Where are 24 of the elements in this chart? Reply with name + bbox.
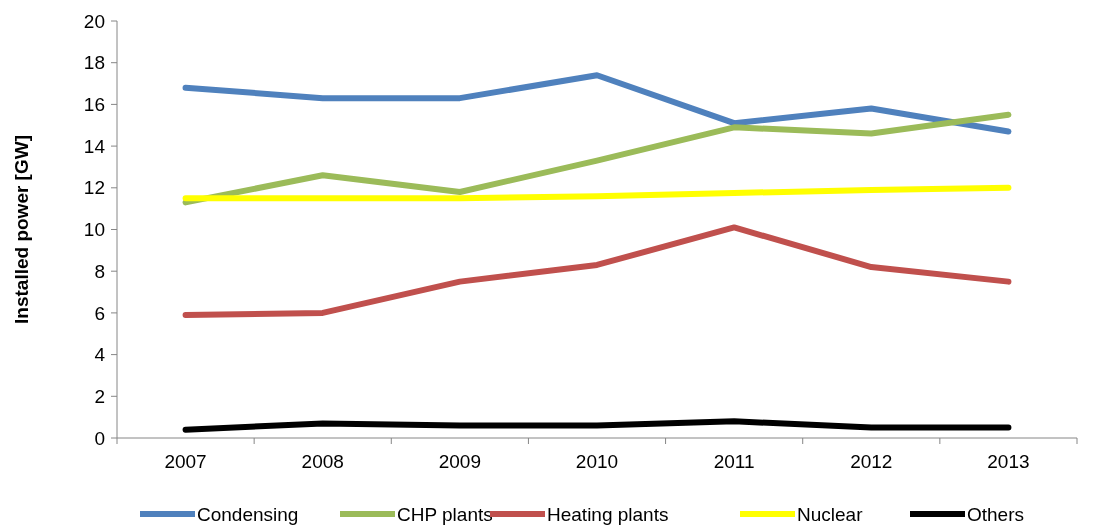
x-tick-label: 2010	[575, 451, 619, 472]
y-axis-title: Installed power [GW]	[11, 135, 32, 324]
x-tick-label: 2013	[987, 451, 1030, 472]
legend-label: Condensing	[197, 503, 299, 525]
y-tick-label: 6	[94, 302, 105, 324]
legend-label: Heating plants	[547, 503, 669, 525]
x-tick-label: 2011	[713, 451, 755, 472]
y-tick-label: 2	[94, 385, 105, 407]
y-tick-label: 16	[83, 94, 105, 116]
y-tick-label: 18	[83, 52, 105, 74]
x-tick-label: 2007	[164, 451, 207, 472]
y-tick-label: 12	[83, 177, 105, 199]
legend-label: CHP plants	[397, 503, 493, 525]
y-tick-label: 10	[83, 219, 105, 241]
x-tick-label: 2008	[301, 451, 344, 472]
y-tick-label: 20	[83, 10, 105, 32]
x-tick-label: 2012	[850, 451, 893, 472]
y-tick-label: 0	[94, 427, 105, 449]
y-tick-label: 4	[94, 344, 106, 366]
y-tick-label: 8	[94, 260, 105, 282]
legend-label: Others	[967, 503, 1025, 525]
x-tick-label: 2009	[438, 451, 481, 472]
y-tick-label: 14	[83, 135, 106, 157]
legend-label: Nuclear	[797, 503, 864, 525]
